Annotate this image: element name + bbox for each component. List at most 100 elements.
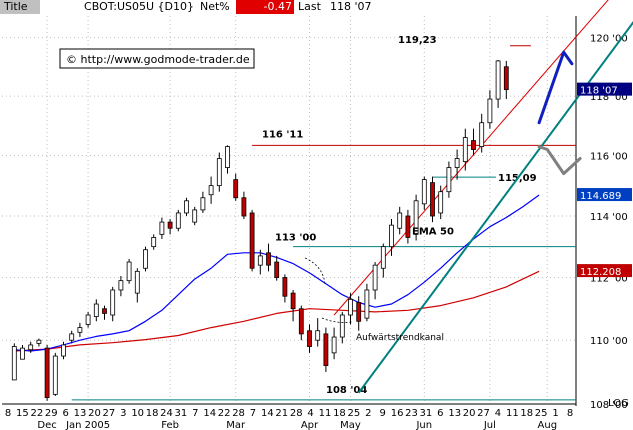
x-tick-label: 4 xyxy=(495,408,501,419)
candle-body xyxy=(356,302,362,322)
x-tick-label: 6 xyxy=(62,408,68,419)
price-tag-label: 114.689 xyxy=(580,191,621,202)
x-tick-label: 4 xyxy=(307,408,313,419)
y-tick-label: 120 '00 xyxy=(590,34,628,45)
x-tick-label: 27 xyxy=(477,408,490,419)
candle-body xyxy=(274,261,280,278)
candle-body xyxy=(471,140,476,150)
candle-body xyxy=(167,221,173,229)
y-tick-label: 118 '00 xyxy=(590,92,628,103)
candle-body xyxy=(430,182,435,217)
candle-body xyxy=(216,158,222,187)
candle-body xyxy=(315,330,321,341)
level-label: 119,23 xyxy=(398,35,437,46)
candle-body xyxy=(118,280,124,291)
candle-body xyxy=(348,298,353,316)
header-symbol: CBOT:US05U {D10} xyxy=(84,0,194,13)
candle-body xyxy=(126,261,132,282)
candle-body xyxy=(61,344,66,357)
x-tick-label: 25 xyxy=(535,408,548,419)
price-tag-label: 118 '07 xyxy=(580,86,618,97)
price-tag xyxy=(577,188,632,202)
y-tick-label: 114 '00 xyxy=(590,212,628,223)
candle-body xyxy=(175,212,181,229)
candle-body xyxy=(413,200,419,235)
header-title-label: Title xyxy=(0,0,40,14)
candle-body xyxy=(389,224,394,248)
x-tick-label: 6 xyxy=(437,408,443,419)
candle-body xyxy=(102,308,107,314)
x-tick-label: 18 xyxy=(146,408,159,419)
chart-header: Title CBOT:US05U {D10} Net% -0.47 Last 1… xyxy=(0,0,633,14)
candle-body xyxy=(11,346,17,381)
candle-body xyxy=(372,264,378,291)
candle-body xyxy=(298,308,304,335)
x-tick-label: 21 xyxy=(275,408,288,419)
y-tick-label: 112 '00 xyxy=(590,274,628,285)
candle-body xyxy=(462,137,468,162)
x-tick-label: 31 xyxy=(420,408,433,419)
trendline-support xyxy=(357,20,633,394)
candle-body xyxy=(159,221,165,235)
candle-body xyxy=(143,249,148,269)
x-tick-label: 20 xyxy=(463,408,476,419)
annotation-pointer xyxy=(304,257,326,285)
price-tag-label: 112.208 xyxy=(580,267,621,278)
candle-body xyxy=(339,314,345,338)
x-tick-label: 24 xyxy=(160,408,173,419)
candle-body xyxy=(323,333,329,366)
x-month-label: Jul xyxy=(483,420,496,430)
x-tick-label: 13 xyxy=(74,408,87,419)
candle-body xyxy=(225,146,230,168)
x-tick-label: 31 xyxy=(175,408,188,419)
x-month-label: Dec xyxy=(37,420,56,430)
x-tick-label: 11 xyxy=(319,408,332,419)
level-label: 113 '00 xyxy=(275,233,316,244)
candle-body xyxy=(52,355,58,395)
ema-long-line xyxy=(14,270,540,352)
watermark-text: © http://www.godmode-trader.de xyxy=(66,53,250,66)
x-tick-label: 14 xyxy=(261,408,274,419)
candle-body xyxy=(69,333,75,341)
x-tick-label: 3 xyxy=(120,408,126,419)
candle-body xyxy=(495,60,501,100)
price-tag xyxy=(577,82,632,96)
candle-body xyxy=(266,252,271,266)
y-tick-label: 116 '00 xyxy=(590,152,628,163)
x-tick-label: 14 xyxy=(203,408,216,419)
x-tick-label: 18 xyxy=(333,408,346,419)
x-month-label: Mar xyxy=(226,420,246,430)
candle-body xyxy=(446,167,452,193)
x-tick-label: 28 xyxy=(290,408,303,419)
candle-body xyxy=(36,339,42,344)
candle-body xyxy=(479,122,485,147)
candle-body xyxy=(192,209,198,223)
x-tick-label: 25 xyxy=(347,408,360,419)
x-month-label: May xyxy=(340,420,361,430)
annotation-trendkanal: Aufwärtstrendkanal xyxy=(356,333,444,343)
candle-body xyxy=(249,212,255,269)
level-label: 108 '04 xyxy=(326,385,367,396)
candle-body xyxy=(233,179,239,199)
level-label: 116 '11 xyxy=(262,129,303,140)
candle-body xyxy=(438,191,444,214)
candle-body xyxy=(397,212,403,229)
x-tick-label: 13 xyxy=(448,408,461,419)
candle-body xyxy=(134,270,140,294)
candle-body xyxy=(241,197,247,217)
scale-label: LOG xyxy=(608,398,629,409)
candle-body xyxy=(93,303,99,317)
candle-body xyxy=(20,347,25,360)
candle-body xyxy=(421,179,427,205)
y-tick-label: 110 '00 xyxy=(590,336,628,347)
candle-body xyxy=(290,292,296,310)
x-tick-label: 22 xyxy=(218,408,231,419)
price-tag xyxy=(577,264,632,278)
candle-body xyxy=(307,330,312,347)
candle-body xyxy=(380,246,386,269)
candle-body xyxy=(184,200,189,214)
x-month-label: Aug xyxy=(538,420,558,430)
candle-body xyxy=(110,289,116,316)
candle-body xyxy=(200,197,206,211)
